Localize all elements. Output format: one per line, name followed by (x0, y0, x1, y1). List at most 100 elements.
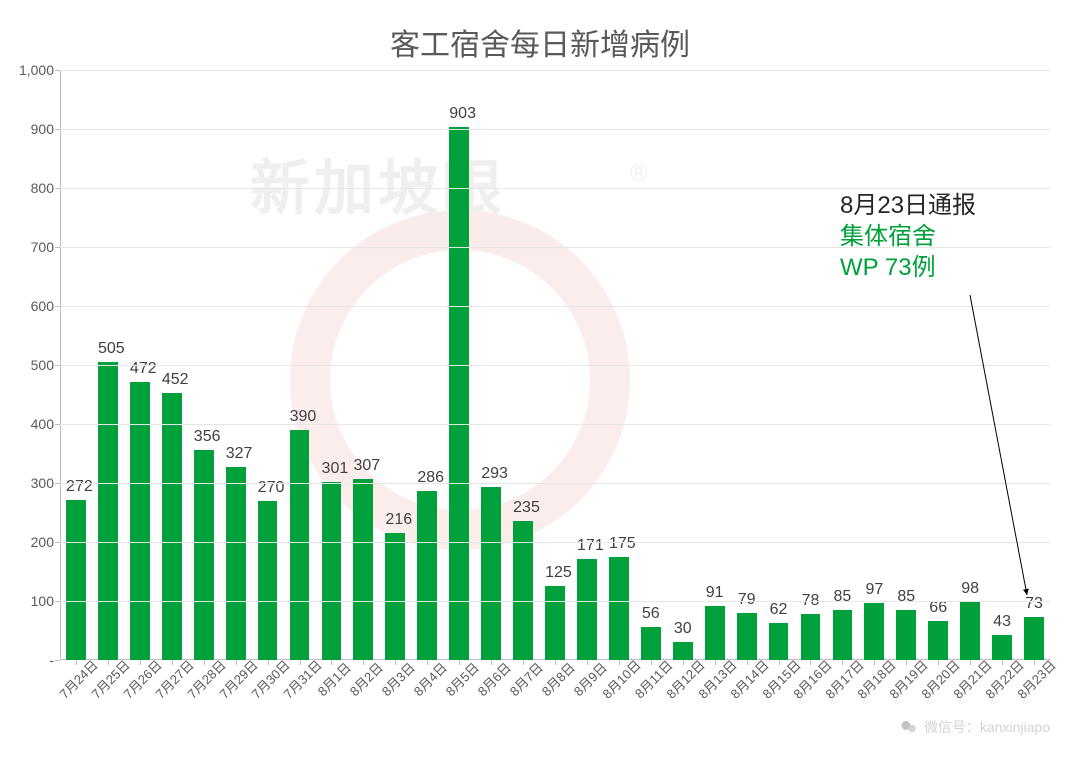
bar: 78 (801, 614, 821, 660)
bar: 85 (833, 610, 853, 660)
bar-value-label: 327 (226, 445, 246, 463)
chart-container: 新加坡眼 ® 客工宿舍每日新增病例 2727月24日5057月25日4727月2… (0, 0, 1080, 767)
bar: 175 (609, 557, 629, 660)
x-tick-mark (555, 660, 556, 665)
y-tick-mark (55, 247, 60, 248)
x-tick-label: 8月8日 (537, 658, 579, 700)
wechat-icon (900, 718, 918, 736)
bar-value-label: 97 (864, 581, 884, 599)
x-tick-label: 8月3日 (377, 658, 419, 700)
grid-line (60, 306, 1050, 307)
bar: 390 (290, 430, 310, 660)
x-tick-mark (619, 660, 620, 665)
x-tick-mark (172, 660, 173, 665)
bar-value-label: 73 (1024, 595, 1044, 613)
bar: 293 (481, 487, 501, 660)
y-tick-label: 200 (31, 534, 54, 550)
x-tick-mark (1002, 660, 1003, 665)
bar-value-label: 56 (641, 605, 661, 623)
bar-value-label: 452 (162, 371, 182, 389)
bar-value-label: 85 (833, 588, 853, 606)
bar: 56 (641, 627, 661, 660)
bar-value-label: 356 (194, 428, 214, 446)
bar: 286 (417, 491, 437, 660)
x-tick-mark (427, 660, 428, 665)
y-tick-mark (55, 365, 60, 366)
bar-value-label: 301 (322, 460, 342, 478)
x-tick-mark (715, 660, 716, 665)
bar-value-label: 293 (481, 465, 501, 483)
y-tick-mark (55, 601, 60, 602)
x-tick-label: 8月2日 (345, 658, 387, 700)
bar: 98 (960, 602, 980, 660)
y-tick-mark (55, 306, 60, 307)
bar-value-label: 62 (769, 601, 789, 619)
y-tick-mark (55, 188, 60, 189)
grid-line (60, 365, 1050, 366)
bar: 125 (545, 586, 565, 660)
y-tick-label: 800 (31, 180, 54, 196)
x-tick-label: 8月4日 (409, 658, 451, 700)
x-tick-mark (779, 660, 780, 665)
bar: 97 (864, 603, 884, 660)
y-tick-label: 600 (31, 298, 54, 314)
bar: 43 (992, 635, 1012, 660)
grid-line (60, 424, 1050, 425)
grid-line (60, 483, 1050, 484)
bar: 270 (258, 501, 278, 660)
bar-value-label: 98 (960, 580, 980, 598)
grid-line (60, 542, 1050, 543)
bar: 91 (705, 606, 725, 660)
bar-value-label: 30 (673, 620, 693, 638)
bar-value-label: 171 (577, 537, 597, 555)
y-tick-label: 300 (31, 475, 54, 491)
x-tick-mark (268, 660, 269, 665)
bar: 327 (226, 467, 246, 660)
annotation-line-2: 集体宿舍 (840, 221, 976, 252)
x-tick-label: 8月7日 (505, 658, 547, 700)
bar: 216 (385, 533, 405, 660)
x-tick-mark (747, 660, 748, 665)
annotation-line-3: WP 73例 (840, 252, 976, 283)
y-tick-mark (55, 424, 60, 425)
y-tick-label: 700 (31, 239, 54, 255)
x-tick-mark (76, 660, 77, 665)
bar-value-label: 235 (513, 499, 533, 517)
bar-value-label: 270 (258, 479, 278, 497)
y-tick-mark (55, 129, 60, 130)
x-tick-label: 8月5日 (441, 658, 483, 700)
bar: 171 (577, 559, 597, 660)
x-tick-mark (108, 660, 109, 665)
bar-value-label: 272 (66, 478, 86, 496)
grid-line (60, 129, 1050, 130)
chart-title: 客工宿舍每日新增病例 (0, 20, 1080, 64)
footer-watermark: 微信号：kanxinjiapo (900, 717, 1050, 737)
x-tick-mark (300, 660, 301, 665)
x-tick-mark (236, 660, 237, 665)
plot-area: 2727月24日5057月25日4727月26日4527月27日3567月28日… (60, 70, 1050, 660)
bar-value-label: 91 (705, 584, 725, 602)
bar: 85 (896, 610, 916, 660)
y-tick-label: 1,000 (19, 62, 54, 78)
bar: 79 (737, 613, 757, 660)
grid-line (60, 601, 1050, 602)
y-tick-mark (55, 483, 60, 484)
x-tick-label: 8月6日 (473, 658, 515, 700)
x-tick-mark (363, 660, 364, 665)
bar-value-label: 85 (896, 588, 916, 606)
bar-value-label: 505 (98, 340, 118, 358)
bar: 356 (194, 450, 214, 660)
bar-value-label: 307 (353, 457, 373, 475)
y-tick-label: 500 (31, 357, 54, 373)
bar-value-label: 43 (992, 613, 1012, 631)
grid-line (60, 188, 1050, 189)
annotation-box: 8月23日通报 集体宿舍 WP 73例 (840, 190, 976, 284)
x-tick-mark (140, 660, 141, 665)
bar: 452 (162, 393, 182, 660)
x-tick-mark (651, 660, 652, 665)
bar: 903 (449, 127, 469, 660)
x-tick-mark (683, 660, 684, 665)
y-tick-mark (55, 660, 60, 661)
bar-value-label: 472 (130, 360, 150, 378)
y-tick-mark (55, 70, 60, 71)
